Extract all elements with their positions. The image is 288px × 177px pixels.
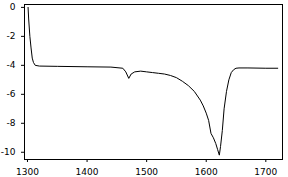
svg-text:1300: 1300	[16, 167, 39, 177]
svg-text:-4: -4	[7, 60, 16, 70]
svg-text:1500: 1500	[135, 167, 158, 177]
svg-text:-10: -10	[1, 147, 16, 157]
svg-text:-8: -8	[7, 118, 16, 128]
svg-text:1700: 1700	[254, 167, 277, 177]
svg-text:0: 0	[10, 2, 16, 12]
svg-text:1600: 1600	[195, 167, 218, 177]
svg-text:-6: -6	[7, 89, 16, 99]
svg-text:1400: 1400	[76, 167, 99, 177]
svg-text:-2: -2	[7, 31, 16, 41]
